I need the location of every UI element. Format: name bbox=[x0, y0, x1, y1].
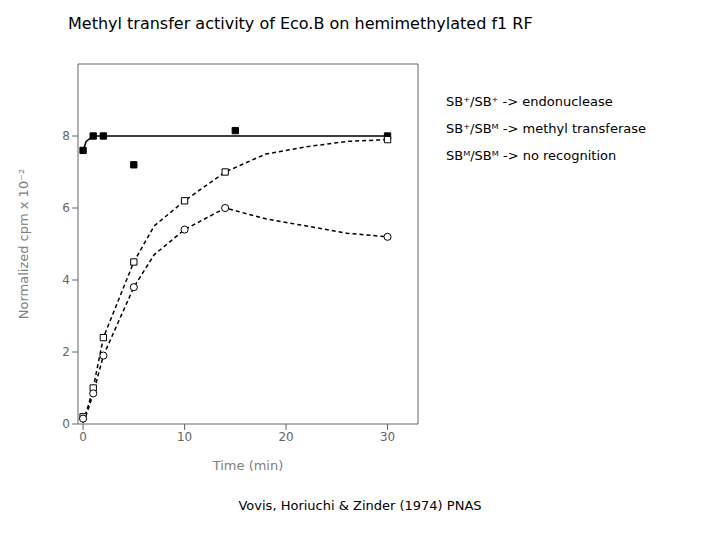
svg-text:30: 30 bbox=[380, 430, 395, 444]
html-text:Vovis, Horiuchi & Zinder (1974: Vovis, Horiuchi & Zinder (1974) PNAS bbox=[238, 498, 482, 513]
svg-text:Normalized cpm x 10⁻²: Normalized cpm x 10⁻² bbox=[16, 169, 31, 320]
svg-text:20: 20 bbox=[278, 430, 293, 444]
html-text:SB⁺/SB⁺ -> endonuclease: SB⁺/SB⁺ -> endonuclease bbox=[446, 94, 613, 109]
html-text:SBᴹ/SBᴹ -> no recognition: SBᴹ/SBᴹ -> no recognition bbox=[446, 148, 617, 163]
svg-text:4: 4 bbox=[62, 273, 70, 287]
svg-text:2: 2 bbox=[62, 345, 70, 359]
svg-text:6: 6 bbox=[62, 201, 70, 215]
svg-text:10: 10 bbox=[177, 430, 192, 444]
svg-text:0: 0 bbox=[79, 430, 87, 444]
html-text:Methyl transfer activity of Ec: Methyl transfer activity of Eco.B on hem… bbox=[68, 14, 533, 33]
svg-text:8: 8 bbox=[62, 129, 70, 143]
svg-text:Time (min): Time (min) bbox=[212, 458, 284, 473]
svg-text:0: 0 bbox=[62, 417, 70, 431]
html-text:SB⁺/SBᴹ -> methyl transferase: SB⁺/SBᴹ -> methyl transferase bbox=[446, 121, 646, 136]
